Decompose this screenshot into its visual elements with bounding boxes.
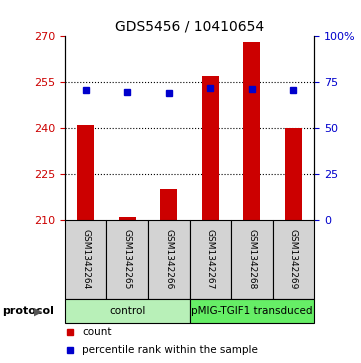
Bar	[148, 220, 190, 299]
Title: GDS5456 / 10410654: GDS5456 / 10410654	[115, 20, 264, 34]
Bar	[231, 220, 273, 299]
Bar	[190, 299, 314, 323]
Bar	[160, 189, 177, 220]
Text: count: count	[82, 327, 112, 337]
Text: GSM1342265: GSM1342265	[123, 229, 132, 290]
Bar	[106, 220, 148, 299]
Text: GSM1342268: GSM1342268	[247, 229, 256, 290]
Bar	[119, 217, 135, 220]
Bar	[65, 299, 190, 323]
Bar	[243, 42, 260, 220]
Bar	[190, 220, 231, 299]
Bar	[273, 220, 314, 299]
Text: GSM1342264: GSM1342264	[81, 229, 90, 290]
Text: pMIG-TGIF1 transduced: pMIG-TGIF1 transduced	[191, 306, 313, 316]
Bar	[77, 125, 94, 220]
Text: control: control	[109, 306, 145, 316]
Bar	[65, 220, 106, 299]
Text: protocol: protocol	[2, 306, 54, 316]
Text: ▶: ▶	[34, 306, 43, 316]
Bar	[285, 128, 301, 220]
Text: GSM1342266: GSM1342266	[164, 229, 173, 290]
Bar	[202, 76, 218, 220]
Text: GSM1342267: GSM1342267	[206, 229, 215, 290]
Text: percentile rank within the sample: percentile rank within the sample	[82, 345, 258, 355]
Text: GSM1342269: GSM1342269	[289, 229, 298, 290]
